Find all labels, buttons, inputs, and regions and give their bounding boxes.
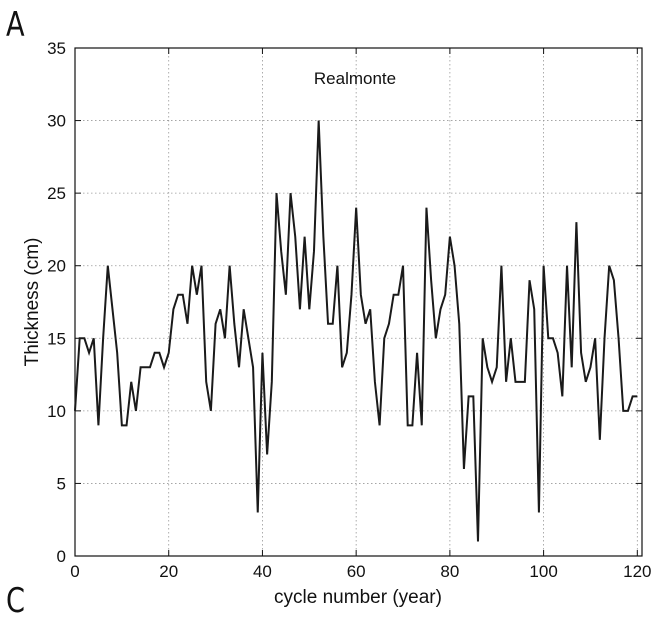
y-tick-label: 25: [47, 184, 66, 203]
x-axis-label: cycle number (year): [274, 587, 442, 608]
x-tick-label: 80: [440, 562, 459, 581]
y-tick-label: 15: [47, 329, 66, 348]
x-tick-label: 100: [529, 562, 557, 581]
y-tick-label: 30: [47, 112, 66, 131]
panel-letter-c: C: [6, 581, 25, 621]
x-tick-label: 60: [347, 562, 366, 581]
x-tick-label: 120: [623, 562, 651, 581]
series-line: [74, 120, 638, 542]
grid-lines: [75, 48, 642, 556]
panel-letter-a: A: [6, 5, 25, 45]
axis-ticks: 0 20 40 60 80 100 120 0 5 10 15 20 25 30 35: [47, 39, 651, 581]
y-axis-label: Thickness (cm): [22, 238, 43, 367]
y-tick-label: 5: [57, 474, 66, 493]
y-tick-label: 10: [47, 402, 66, 421]
x-tick-label: 20: [159, 562, 178, 581]
x-tick-label: 40: [253, 562, 272, 581]
chart-title: Realmonte: [314, 69, 396, 88]
plot-frame: [74, 47, 643, 557]
x-tick-label: 0: [70, 562, 79, 581]
y-tick-label: 35: [47, 39, 66, 58]
y-tick-label: 20: [47, 257, 66, 276]
y-tick-label: 0: [57, 547, 66, 566]
